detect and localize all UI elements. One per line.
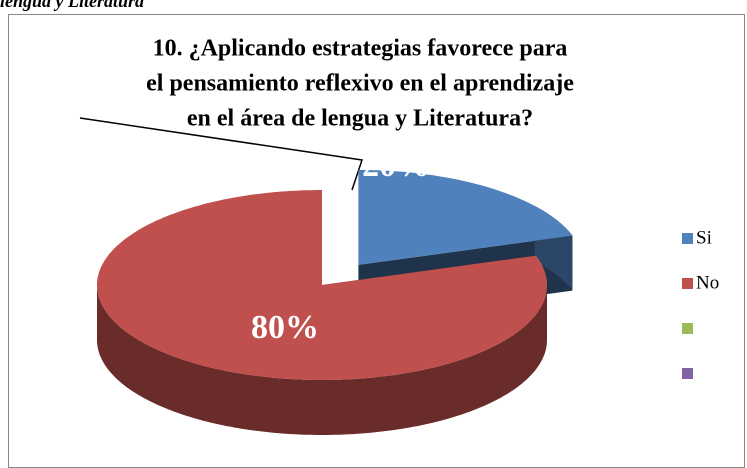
value-label: 20%	[362, 147, 430, 184]
legend-label: No	[696, 272, 719, 293]
pie-slice	[97, 190, 547, 435]
legend-swatch	[682, 278, 693, 289]
chart-title: 10. ¿Aplicando estrategias favorece para	[153, 36, 568, 62]
header-text: lengua y Literatura	[0, 0, 144, 11]
pie	[97, 169, 573, 435]
legend-label: Si	[696, 227, 712, 248]
slice-side	[97, 285, 547, 435]
legend-swatch	[682, 233, 693, 244]
slice-top	[358, 169, 573, 265]
callout-line	[79, 117, 363, 191]
labels: 10. ¿Aplicando estrategias favorece para…	[146, 36, 719, 379]
slice-top	[97, 190, 547, 380]
legend-swatch	[682, 368, 693, 379]
value-label: 80%	[251, 309, 319, 346]
legend-swatch	[682, 323, 693, 334]
chart-title: en el área de lengua y Literatura?	[187, 106, 533, 132]
chart-title: el pensamiento reflexivo en el aprendiza…	[146, 71, 574, 97]
